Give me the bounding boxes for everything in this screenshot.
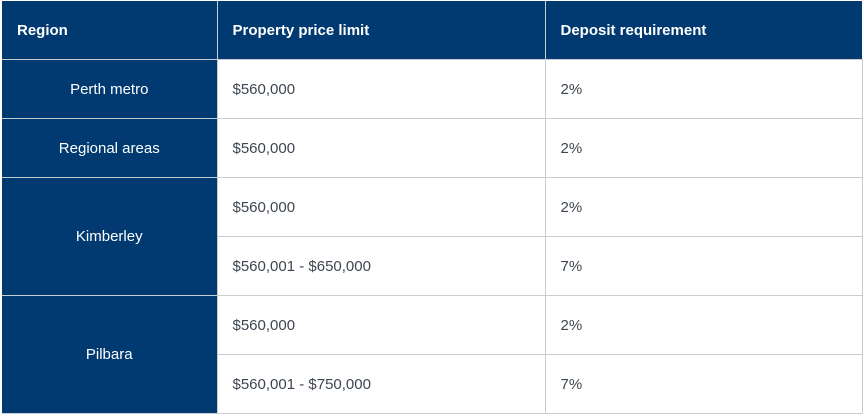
table-row: Kimberley $560,000 2% (2, 177, 863, 296)
price-cell: $560,001 - $750,000 (217, 354, 546, 414)
deposit-cell: 2% (545, 295, 863, 355)
deposit-cell: 2% (545, 118, 863, 178)
deposit-cell: 7% (545, 354, 863, 414)
region-pilbara: Pilbara (2, 295, 218, 414)
price-cell: $560,000 (217, 177, 546, 237)
header-region: Region (2, 1, 218, 60)
table-row: $560,001 - $750,000 7% (2, 354, 863, 414)
deposit-cell: 2% (545, 177, 863, 237)
price-cell: $560,000 (217, 118, 546, 178)
table-row: Perth metro $560,000 2% (2, 59, 863, 119)
header-deposit-requirement: Deposit requirement (545, 1, 862, 60)
header-property-price-limit: Property price limit (217, 1, 546, 60)
table-row: Regional areas $560,000 2% (2, 118, 863, 178)
price-cell: $560,001 - $650,000 (217, 236, 546, 296)
region-kimberley: Kimberley (2, 177, 218, 296)
price-cell: $560,000 (217, 59, 546, 119)
deposit-cell: 7% (545, 236, 863, 296)
table-row: $560,001 - $650,000 7% (2, 236, 863, 296)
price-cell: $560,000 (217, 295, 546, 355)
table-header-row: Region Property price limit Deposit requ… (2, 1, 862, 60)
region-regional-areas: Regional areas (2, 118, 218, 178)
table-row: Pilbara $560,000 2% (2, 295, 863, 414)
region-perth-metro: Perth metro (2, 59, 218, 119)
deposit-cell: 2% (545, 59, 863, 119)
